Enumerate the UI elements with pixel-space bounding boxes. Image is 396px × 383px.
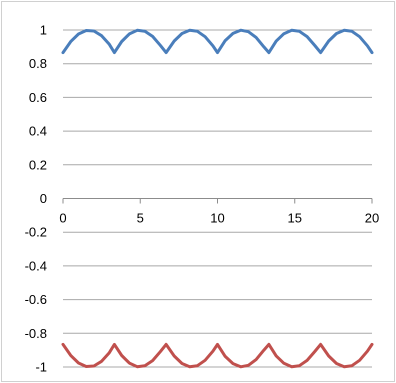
series-line-2 — [61, 342, 374, 369]
y-tick-label: 0.6 — [29, 90, 47, 105]
x-axis — [62, 198, 373, 204]
y-tick-label: -0.4 — [25, 258, 47, 273]
y-tick-label: 1 — [40, 23, 47, 38]
x-tick-label: 20 — [365, 211, 379, 226]
y-tick-label: 0.8 — [29, 56, 47, 71]
gridlines — [63, 29, 372, 368]
y-tick-label: -0.8 — [25, 326, 47, 341]
y-tick-label: -0.2 — [25, 225, 47, 240]
series-line-1 — [61, 28, 374, 55]
x-tick-label: 15 — [288, 211, 302, 226]
y-tick-label: 0.2 — [29, 157, 47, 172]
x-tick-label: 5 — [137, 211, 144, 226]
y-tick-label: 0.4 — [29, 124, 47, 139]
series-layer — [61, 28, 374, 369]
x-tick-label: 0 — [59, 211, 66, 226]
y-tick-label: 0 — [40, 191, 47, 206]
y-tick-label: -0.6 — [25, 292, 47, 307]
y-tick-label: -1 — [35, 360, 47, 375]
x-tick-label: 10 — [210, 211, 224, 226]
x-tick-labels: 0 5 10 15 20 — [59, 211, 379, 226]
y-tick-labels: 1 0.8 0.6 0.4 0.2 0 -0.2 -0.4 -0.6 -0.8 -1 — [25, 23, 47, 375]
